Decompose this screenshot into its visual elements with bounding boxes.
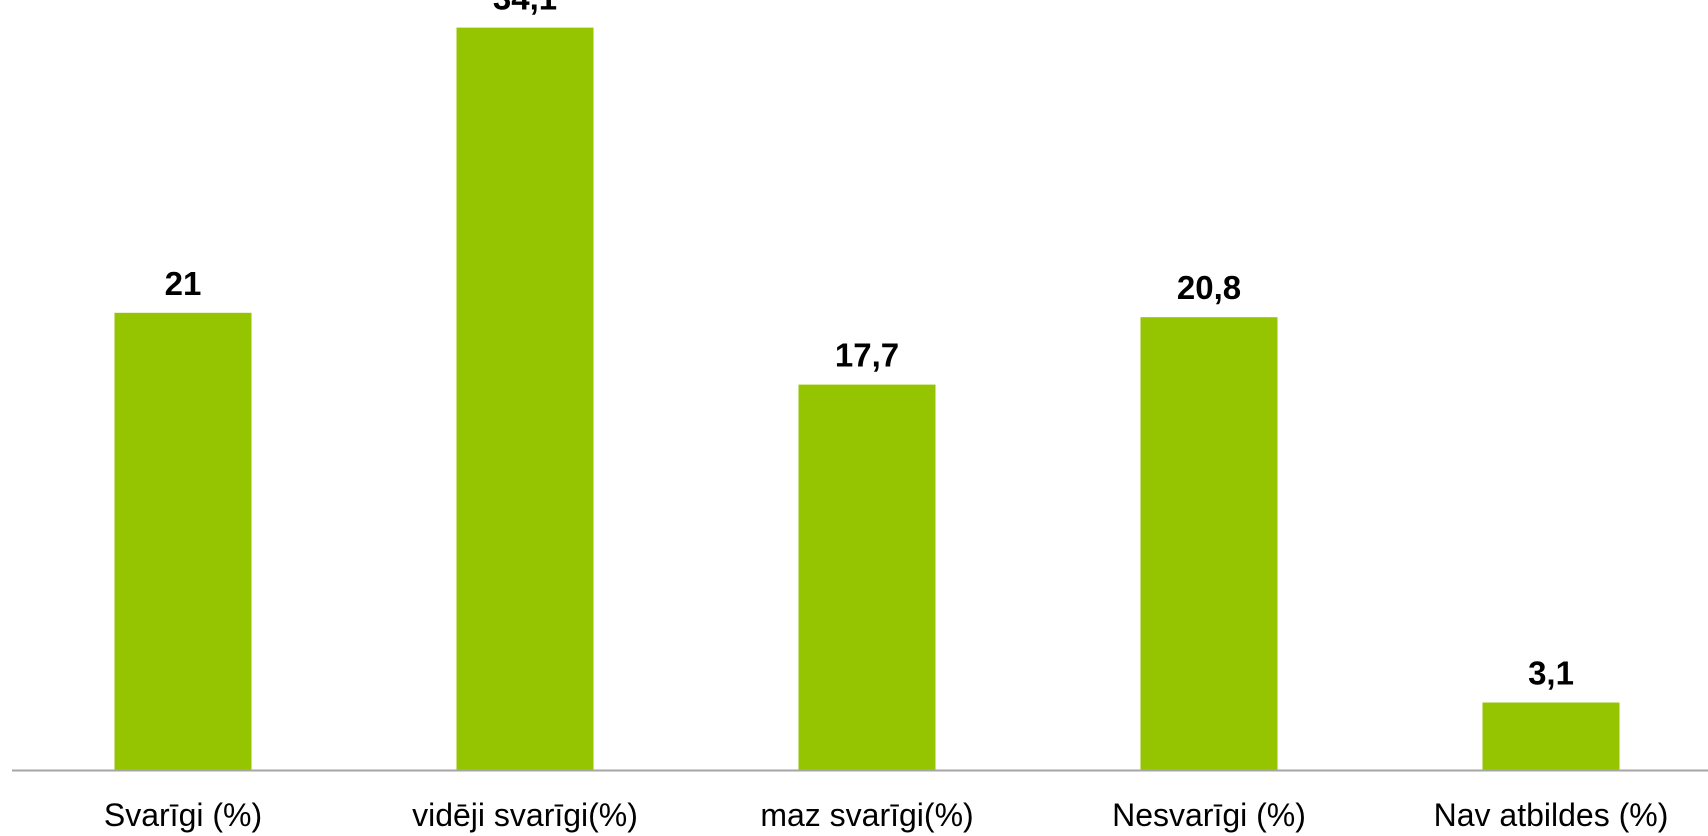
category-label-0: Svarīgi (%) <box>104 797 262 833</box>
value-labels-group: 21 34,1 17,7 20,8 3,1 <box>165 0 1574 692</box>
bar-4 <box>1482 702 1620 770</box>
bar-value-label-1: 34,1 <box>493 0 557 17</box>
bar-2 <box>798 384 936 770</box>
category-label-4: Nav atbildes (%) <box>1434 797 1669 833</box>
category-labels-group: Svarīgi (%) vidēji svarīgi(%) maz svarīgi(… <box>104 797 1669 833</box>
bars-group <box>114 27 1620 771</box>
category-label-2: maz svarīgi(%) <box>760 797 973 833</box>
bar-value-label-3: 20,8 <box>1177 269 1241 306</box>
category-label-1: vidēji svarīgi(%) <box>412 797 638 833</box>
bar-value-label-2: 17,7 <box>835 337 899 374</box>
bar-0 <box>114 312 252 770</box>
bar-1 <box>456 27 594 771</box>
category-label-3: Nesvarīgi (%) <box>1112 797 1306 833</box>
bar-3 <box>1140 317 1278 770</box>
bar-value-label-0: 21 <box>165 265 202 302</box>
bar-value-label-4: 3,1 <box>1528 655 1574 692</box>
